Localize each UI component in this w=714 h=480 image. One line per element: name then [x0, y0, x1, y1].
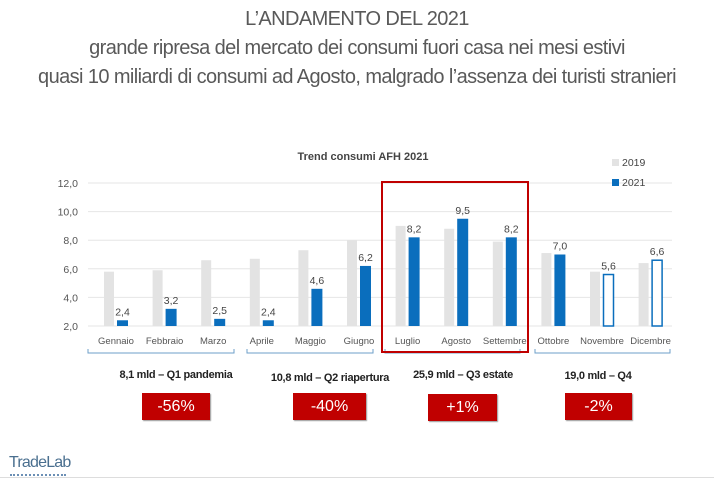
bar-2019-aprile [249, 258, 260, 326]
data-label-2021: 3,2 [164, 295, 179, 307]
bar-2019-giugno [347, 240, 357, 326]
bar-2021-aprile [262, 320, 274, 326]
bar-2019-marzo [201, 260, 212, 326]
quarter-change-q2: -40% [293, 393, 366, 420]
bar-2021-gennaio [117, 320, 128, 326]
data-label-2021: 9,5 [455, 205, 470, 217]
bar-2021-dicembre [651, 259, 663, 327]
x-tick-label: Dicembre [630, 336, 671, 347]
bar-2019-gennaio [104, 271, 114, 326]
y-tick-label: 12,0 [58, 178, 79, 190]
quarter-change-q4: -2% [565, 393, 632, 420]
chart-title: Trend consumi AFH 2021 [297, 151, 428, 163]
bar-2019-novembre [590, 271, 600, 326]
x-tick-label: Maggio [295, 336, 326, 347]
y-tick-label: 4,0 [63, 292, 78, 304]
x-tick-label: Agosto [441, 336, 471, 347]
x-tick-label: Febbraio [146, 336, 184, 347]
bar-2021-agosto [457, 218, 469, 326]
bar-2019-ottobre [541, 253, 552, 326]
bar-chart: Trend consumi AFH 2021 2,0 4,0 6,0 8,0 10,0 1… [58, 151, 672, 354]
data-label-2021: 5,6 [601, 261, 616, 273]
legend-swatch-2019 [612, 159, 619, 166]
legend-label-2019: 2019 [622, 157, 646, 169]
data-label-2021: 2,4 [115, 306, 130, 318]
quarter-label-q3: 25,9 mld – Q3 estate [413, 369, 513, 381]
data-label-2021: 6,6 [650, 246, 665, 258]
bar-2019-settembre [492, 241, 503, 326]
bar-2021-luglio [408, 237, 420, 326]
quarter-bracket [534, 349, 671, 354]
quarter-label-q2: 10,8 mld – Q2 riapertura [270, 372, 390, 384]
page-subtitle-1: grande ripresa del mercato dei consumi f… [89, 37, 625, 59]
bar-2019-febbraio [152, 270, 163, 326]
quarter-bracket [246, 349, 374, 354]
bar-2019-agosto [444, 228, 455, 326]
bar-2021-giugno [360, 265, 371, 326]
highlight-box-q3 [381, 181, 529, 353]
x-tick-label: Ottobre [538, 336, 570, 347]
bar-2021-ottobre [554, 254, 566, 326]
tradelab-logo: TradeLab [9, 454, 71, 471]
footer-divider [0, 477, 714, 478]
data-label-2021: 8,2 [504, 223, 519, 235]
data-label-2021: 8,2 [407, 223, 422, 235]
bar-2019-maggio [298, 250, 309, 326]
bar-2021-novembre [602, 273, 615, 327]
quarter-label-q4: 19,0 mld – Q4 [564, 370, 632, 382]
x-tick-label: Gennaio [98, 336, 134, 347]
legend-swatch-2021 [612, 179, 619, 186]
data-label-2021: 2,4 [261, 306, 276, 318]
x-tick-label: Novembre [580, 336, 624, 347]
y-tick-label: 2,0 [63, 321, 78, 333]
y-tick-label: 8,0 [63, 235, 78, 247]
legend-label-2021: 2021 [622, 177, 646, 189]
data-label-2021: 7,0 [553, 241, 568, 253]
x-tick-label: Luglio [395, 336, 420, 347]
x-tick-label: Aprile [250, 336, 274, 347]
bar-2021-maggio [311, 288, 323, 326]
quarter-change-q3: +1% [428, 394, 497, 421]
page-title: L’ANDAMENTO DEL 2021 [245, 8, 469, 30]
quarter-change-q1: -56% [142, 393, 210, 420]
bar-2021-settembre [505, 237, 517, 326]
quarter-label-q1: 8,1 mld – Q1 pandemia [119, 369, 233, 381]
bar-2021-febbraio [165, 308, 177, 326]
data-label-2021: 4,6 [310, 275, 325, 287]
data-label-2021: 2,5 [212, 305, 227, 317]
y-tick-label: 10,0 [58, 207, 79, 219]
logo-underline [10, 474, 66, 476]
x-tick-label: Giugno [344, 336, 375, 347]
x-tick-label: Settembre [483, 336, 527, 347]
bar-2019-dicembre [638, 263, 649, 326]
x-tick-label: Marzo [200, 336, 226, 347]
data-label-2021: 6,2 [358, 252, 373, 264]
bar-2019-luglio [395, 225, 406, 326]
y-tick-label: 6,0 [63, 264, 78, 276]
quarter-bracket [87, 349, 235, 354]
bar-2021-marzo [214, 318, 226, 326]
page-subtitle-2: quasi 10 miliardi di consumi ad Agosto, … [38, 66, 676, 88]
